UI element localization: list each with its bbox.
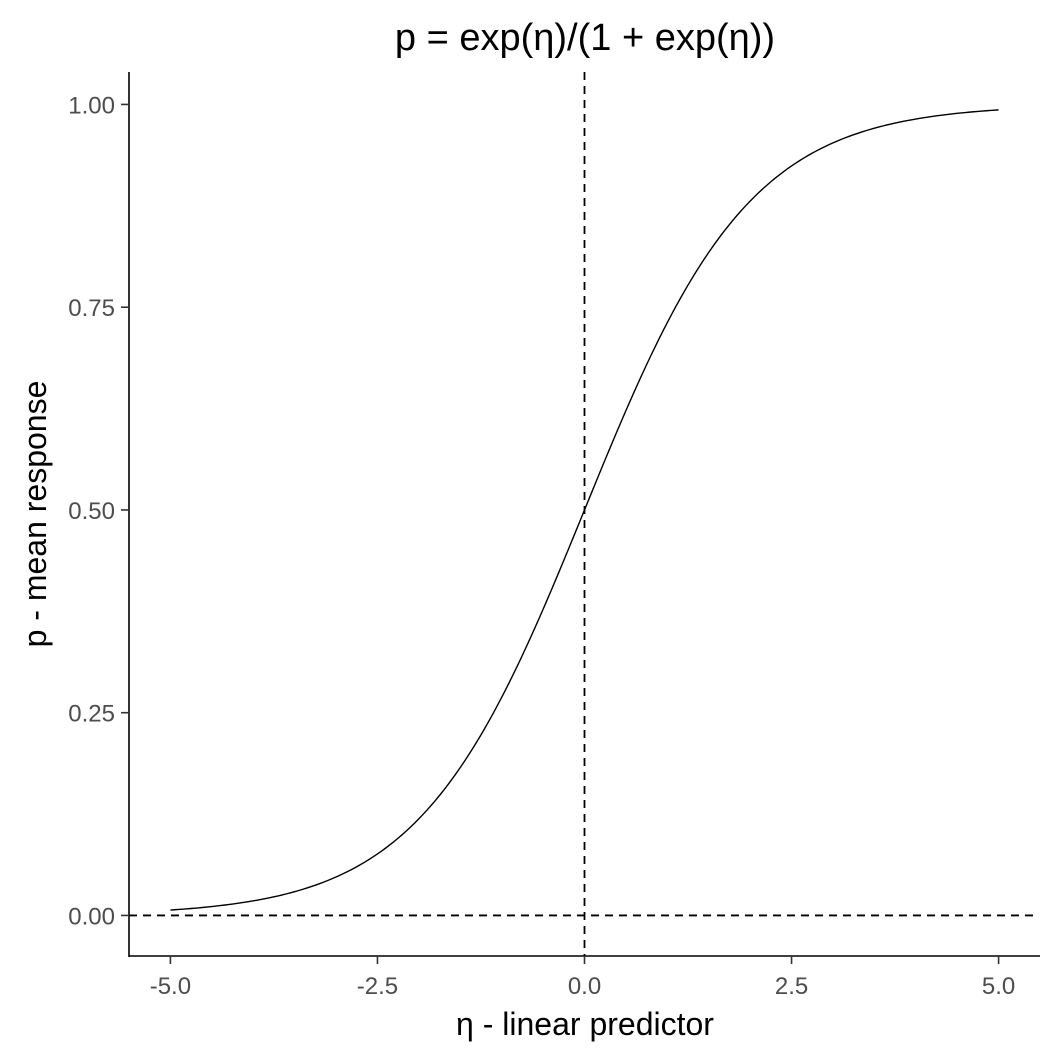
y-tick-label: 1.00 <box>68 92 115 119</box>
x-tick-label: 5.0 <box>982 973 1015 1000</box>
x-axis-title: η - linear predictor <box>456 1006 714 1042</box>
chart-title: p = exp(η)/(1 + exp(η)) <box>395 17 775 59</box>
y-tick-label: 0.00 <box>68 903 115 930</box>
x-tick-label: -2.5 <box>357 973 398 1000</box>
y-axis-ticks: 0.00 0.25 0.50 0.75 1.00 <box>68 92 129 930</box>
x-tick-label: 0.0 <box>568 973 601 1000</box>
y-tick-label: 0.75 <box>68 295 115 322</box>
plot-area <box>129 72 1036 956</box>
y-axis-title: p - mean response <box>17 381 53 648</box>
x-axis-ticks: -5.0 -2.5 0.0 2.5 5.0 <box>150 956 1015 1000</box>
y-tick-label: 0.50 <box>68 498 115 525</box>
logistic-curve-line <box>170 109 999 911</box>
x-tick-label: -5.0 <box>150 973 191 1000</box>
x-tick-label: 2.5 <box>775 973 808 1000</box>
y-tick-label: 0.25 <box>68 701 115 728</box>
